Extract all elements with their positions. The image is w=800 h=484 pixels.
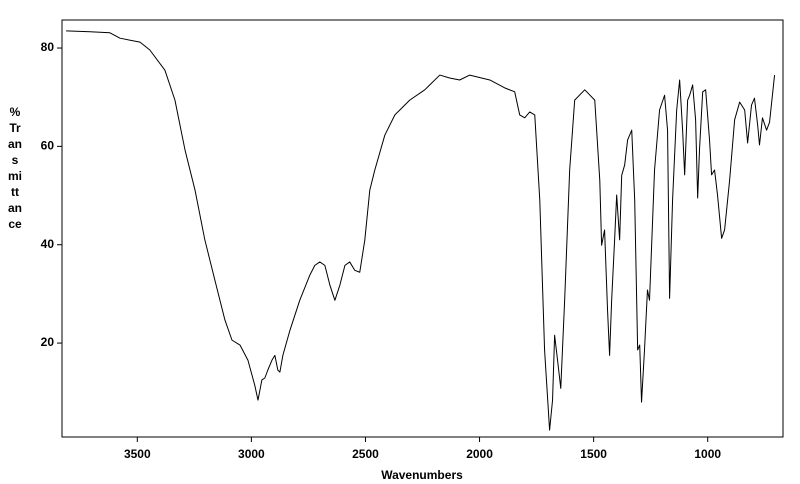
plot-frame [61,19,784,438]
x-tick-label: 1500 [580,447,607,461]
y-tick-label: 40 [41,237,55,251]
y-tick-label: 80 [41,40,55,54]
x-tick-label: 2500 [352,447,379,461]
x-tick-label: 3500 [124,447,151,461]
y-tick-label: 60 [41,139,55,153]
y-axis-label: % Transmittance [8,105,23,231]
x-axis-label: Wavenumbers [381,468,463,482]
y-tick-label: 20 [41,335,55,349]
x-tick-label: 2000 [466,447,493,461]
x-tick-label: 1000 [694,447,721,461]
x-tick-label: 3000 [238,447,265,461]
spectrum-line [66,30,776,431]
